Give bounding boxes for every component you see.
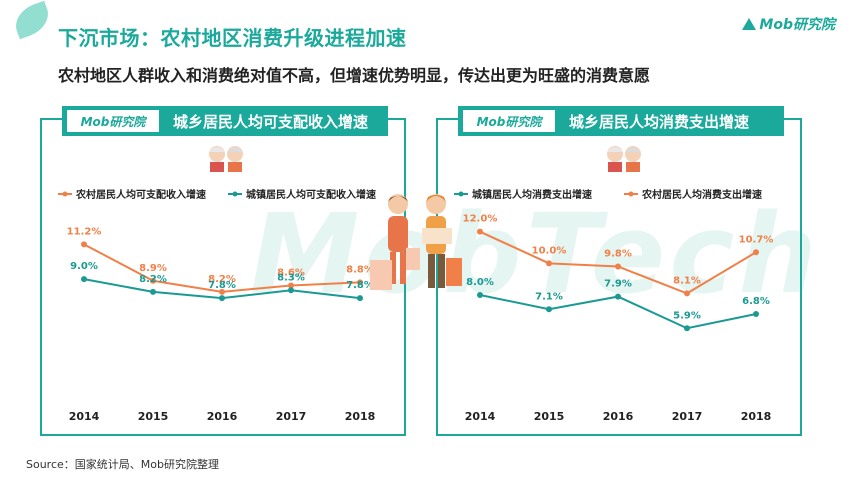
brand-text: Mob研究院 <box>759 17 835 33</box>
data-point <box>546 306 552 313</box>
legend-label: 城镇居民人均消费支出增速 <box>472 188 592 201</box>
data-label: 8.1% <box>673 275 701 286</box>
data-point <box>288 287 294 294</box>
data-point <box>81 241 87 248</box>
data-label: 9.8% <box>604 249 632 260</box>
leaf-decoration <box>10 0 54 40</box>
panel-header: Mob研究院 城乡居民人均消费支出增速 <box>458 106 784 136</box>
chart-title: 城乡居民人均消费支出增速 <box>569 112 750 131</box>
source-note: Source：国家统计局、Mob研究院整理 <box>26 458 219 471</box>
data-point <box>288 282 294 289</box>
data-point <box>753 249 759 256</box>
panel-logo: Mob研究院 <box>67 110 159 132</box>
data-label: 7.1% <box>535 291 563 302</box>
income-chart-panel: Mob研究院 城乡居民人均可支配收入增速 农村居民人均可支配收入增速 城镇居民人均… <box>40 106 406 436</box>
data-label: 7.8% <box>346 280 374 291</box>
panel-logo: Mob研究院 <box>463 110 555 132</box>
legend-item: 农村居民人均可支配收入增速 <box>58 188 206 201</box>
elderly-couple-icon <box>607 146 641 172</box>
legend-label: 农村居民人均可支配收入增速 <box>75 188 206 201</box>
data-label: 5.9% <box>673 310 701 321</box>
brand-logo: Mob研究院 <box>742 14 835 34</box>
data-point <box>477 292 483 298</box>
data-label: 8.6% <box>277 268 305 279</box>
data-label: 7.9% <box>604 279 632 290</box>
data-label: 7.8% <box>208 280 236 291</box>
shoppers-illustration <box>370 194 462 290</box>
elderly-couple-icon <box>209 146 243 172</box>
data-label: 12.0% <box>463 214 498 225</box>
x-tick-label: 2016 <box>207 410 238 423</box>
data-point <box>615 263 621 270</box>
data-point <box>684 290 690 297</box>
x-tick-label: 2018 <box>345 410 376 423</box>
series-line <box>479 294 757 330</box>
legend-item: 城镇居民人均消费支出增速 <box>454 188 592 201</box>
x-tick-label: 2017 <box>672 410 703 423</box>
x-tick-label: 2014 <box>465 410 496 423</box>
data-point <box>150 277 156 284</box>
data-label: 8.9% <box>139 263 167 274</box>
page-subtitle: 农村地区人群收入和消费绝对值不高，但增速优势明显，传达出更为旺盛的消费意愿 <box>58 66 651 85</box>
data-label: 6.8% <box>742 296 770 307</box>
brand-mark-icon <box>742 18 757 30</box>
panel-header: Mob研究院 城乡居民人均可支配收入增速 <box>62 106 388 136</box>
man-figure <box>422 194 462 288</box>
consumption-chart-panel: Mob研究院 城乡居民人均消费支出增速 城镇居民人均消费支出增速 农村居民人均消费… <box>436 106 802 436</box>
x-tick-label: 2016 <box>603 410 634 423</box>
data-label: 11.2% <box>67 226 102 237</box>
data-point <box>753 311 759 317</box>
data-point <box>219 295 225 302</box>
x-tick-label: 2014 <box>69 410 100 423</box>
data-label: 9.0% <box>70 261 98 272</box>
data-point <box>684 325 690 332</box>
income-growth-chart: 农村居民人均可支配收入增速 城镇居民人均可支配收入增速 2014 2015 2016 20… <box>58 188 376 423</box>
data-label: 8.8% <box>346 264 374 275</box>
data-label: 10.0% <box>532 245 567 256</box>
data-label: 8.2% <box>139 274 167 285</box>
data-label: 8.0% <box>466 277 494 288</box>
data-label: 8.2% <box>208 274 236 285</box>
legend-label: 农村居民人均消费支出增速 <box>641 188 762 201</box>
data-point <box>357 295 363 302</box>
x-tick-label: 2018 <box>741 410 772 423</box>
x-tick-label: 2015 <box>138 410 169 423</box>
legend-label: 城镇居民人均可支配收入增速 <box>246 188 376 201</box>
data-point <box>150 288 156 295</box>
data-point <box>357 279 363 286</box>
data-point <box>477 228 483 235</box>
data-point <box>546 260 552 267</box>
x-tick-label: 2015 <box>534 410 565 423</box>
consumption-growth-chart: 城镇居民人均消费支出增速 农村居民人均消费支出增速 2014 2015 2016 2017… <box>454 188 774 423</box>
legend-item: 农村居民人均消费支出增速 <box>624 188 762 201</box>
data-point <box>615 293 621 300</box>
x-tick-label: 2017 <box>276 410 307 423</box>
data-point <box>219 288 225 295</box>
data-label: 8.3% <box>277 272 305 283</box>
page-title: 下沉市场：农村地区消费升级进程加速 <box>58 26 407 50</box>
data-label: 10.7% <box>739 234 774 245</box>
woman-figure <box>370 194 420 290</box>
chart-title: 城乡居民人均可支配收入增速 <box>173 112 369 131</box>
data-point <box>81 276 87 283</box>
legend-item: 城镇居民人均可支配收入增速 <box>228 188 376 201</box>
